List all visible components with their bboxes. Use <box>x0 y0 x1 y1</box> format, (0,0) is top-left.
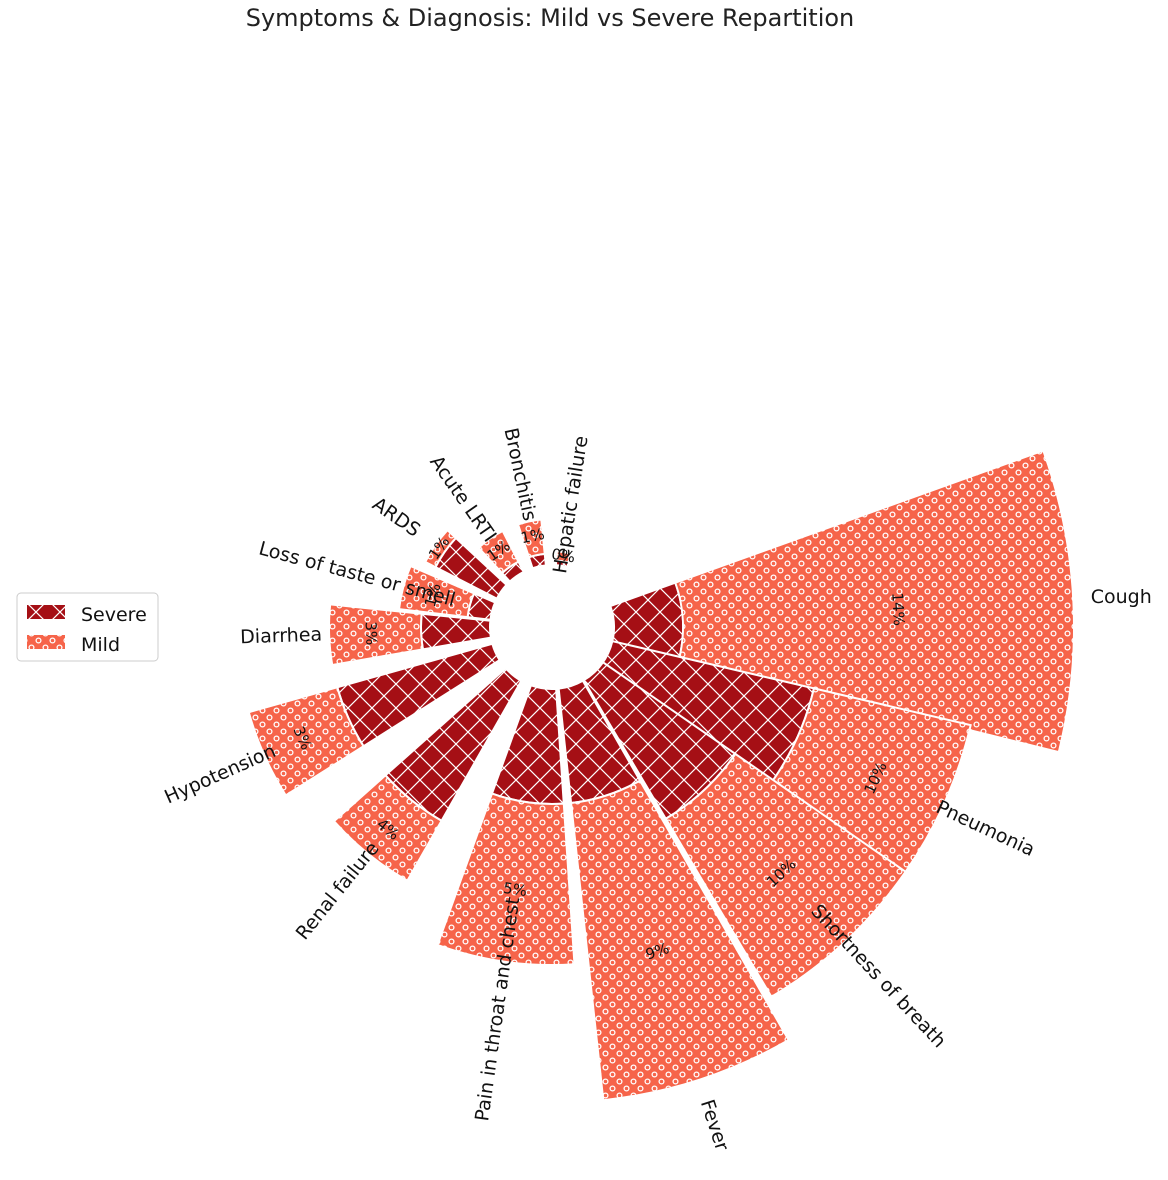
category-label-diarrhea: Diarrhea <box>240 624 323 649</box>
category-label-fever: Fever <box>696 1097 733 1154</box>
bar-mild-pain-in-throat-and-chest <box>436 792 576 966</box>
legend-label-severe: Severe <box>81 604 147 626</box>
category-label-ards: ARDS <box>368 493 424 541</box>
legend-swatch-mild <box>27 635 65 649</box>
pct-label-hepatic-failure: 0% <box>550 545 576 567</box>
pct-label-loss-of-taste-or-smell: 1% <box>421 581 445 609</box>
category-label-pneumonia: Pneumonia <box>933 796 1038 861</box>
legend-swatch-severe <box>27 605 65 619</box>
pct-label-bronchitis: 1% <box>519 525 546 548</box>
category-label-shortness-of-breath: Shortness of breath <box>806 900 950 1052</box>
bar-mild-renal-failure <box>332 773 443 883</box>
bars-layer <box>247 449 1076 1102</box>
chart-title: Symptoms & Diagnosis: Mild vs Severe Rep… <box>246 4 855 32</box>
category-label-cough: Cough <box>1091 586 1152 608</box>
bar-mild-hepatic-failure <box>555 550 572 564</box>
bar-mild-loss-of-taste-or-smell <box>397 564 476 619</box>
bar-mild-bronchitis <box>516 518 546 559</box>
bar-mild-diarrhea <box>328 603 425 667</box>
bar-mild-hypotension <box>247 686 365 797</box>
legend-label-mild: Mild <box>81 634 120 656</box>
bar-mild-pneumonia <box>765 687 972 887</box>
category-label-hypotension: Hypotension <box>161 740 279 809</box>
category-label-acute-lrti: Acute LRTI <box>425 452 500 546</box>
category-label-bronchitis: Bronchitis <box>499 426 540 523</box>
category-label-renal-failure: Renal failure <box>292 838 384 944</box>
bar-mild-fever <box>569 779 791 1102</box>
category-label-hepatic-failure: Hepatic failure <box>549 434 592 575</box>
pct-label-pain-in-throat-and-chest: 5% <box>502 879 528 900</box>
bar-mild-shortness-of-breath <box>664 752 907 999</box>
bar-mild-cough <box>674 449 1076 754</box>
pct-label-diarrhea: 3% <box>362 621 381 645</box>
legend: Severe Mild <box>16 592 159 662</box>
pct-label-cough: 14% <box>888 592 908 626</box>
bar-mild-ards <box>423 528 458 569</box>
bar-mild-acute-lrti <box>477 529 520 575</box>
